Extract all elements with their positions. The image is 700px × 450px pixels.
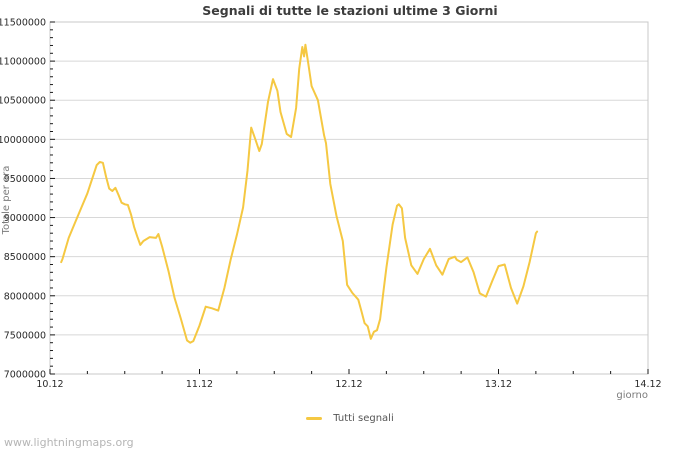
y-tick-label: 9500000 [4,174,46,185]
x-tick-label: 11.12 [186,379,213,390]
x-tick-label: 12.12 [335,379,362,390]
page-title: Segnali di tutte le stazioni ultime 3 Gi… [202,3,498,18]
x-axis-title: giorno [616,390,648,401]
y-tick-label: 10500000 [0,96,46,107]
y-tick-label: 10000000 [0,135,46,146]
y-axis-title: Totale per ora [1,165,12,235]
y-tick-label: 11500000 [0,18,46,29]
plot-border [49,21,649,375]
data-line [60,43,539,344]
y-tick-label: 9000000 [4,213,46,224]
legend-line-swatch [306,417,323,420]
x-tick-label: 13.12 [485,379,512,390]
legend: Tutti segnali [0,413,700,424]
x-tick-label: 10.12 [36,379,63,390]
x-tick-label: 14.12 [634,379,661,390]
y-tick-label: 7000000 [4,370,46,381]
y-tick-label: 7500000 [4,330,46,341]
y-tick-label: 8000000 [4,291,46,302]
y-tick-label: 11000000 [0,57,46,68]
legend-label: Tutti segnali [333,413,394,424]
site-watermark: www.lightningmaps.org [4,436,134,449]
y-tick-label: 8500000 [4,252,46,263]
